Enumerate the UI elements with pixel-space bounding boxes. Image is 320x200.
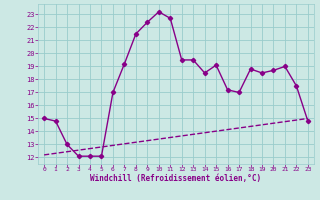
X-axis label: Windchill (Refroidissement éolien,°C): Windchill (Refroidissement éolien,°C) xyxy=(91,174,261,183)
